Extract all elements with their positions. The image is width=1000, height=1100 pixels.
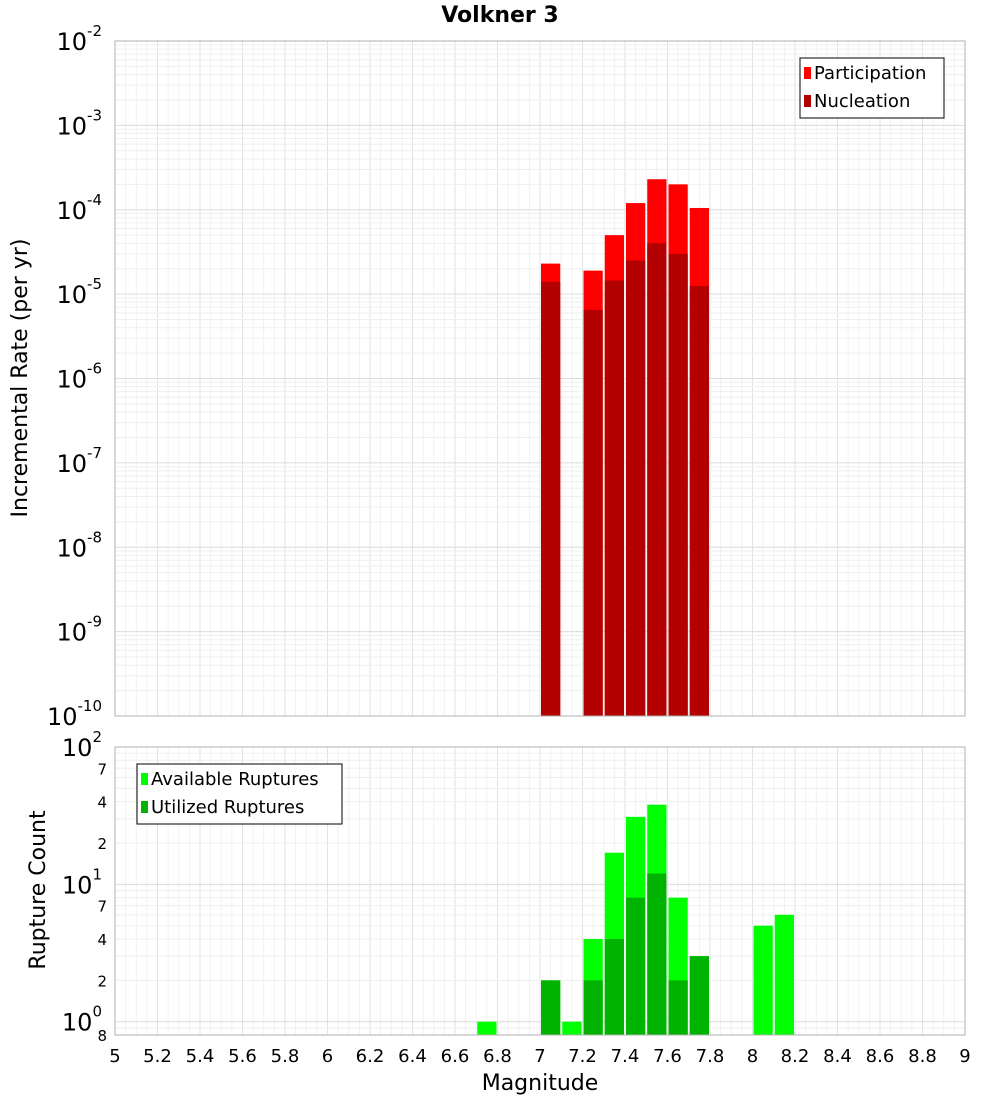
bar-utilized-ruptures (541, 980, 561, 1035)
bar-utilized-ruptures (583, 980, 603, 1035)
x-axis-label: Magnitude (482, 1071, 599, 1096)
top-y-axis-label: Incremental Rate (per yr) (8, 239, 33, 518)
y-minor-tick-label: 2 (97, 835, 107, 853)
bar-utilized-ruptures (604, 939, 624, 1035)
x-tick-label: 7 (534, 1046, 545, 1067)
legend-label: Participation (814, 63, 926, 84)
x-tick-label: 7.4 (611, 1046, 640, 1067)
x-tick-label: 6 (322, 1046, 333, 1067)
legend-label: Utilized Ruptures (151, 797, 304, 818)
bar-utilized-ruptures (626, 897, 646, 1035)
bar-nucleation (647, 243, 667, 717)
bar-utilized-ruptures (689, 956, 709, 1035)
bar-available-ruptures (562, 1021, 582, 1035)
legend-box (136, 763, 343, 825)
x-tick-label: 5.4 (186, 1046, 215, 1067)
y-tick-label: 10-7 (56, 444, 102, 478)
x-tick-label: 9 (959, 1046, 970, 1067)
y-tick-label: 10-3 (56, 106, 102, 140)
x-tick-label: 6.6 (441, 1046, 470, 1067)
y-tick-label: 10-6 (56, 360, 102, 394)
bar-available-ruptures (774, 914, 794, 1035)
x-tick-label: 5.6 (228, 1046, 257, 1067)
chart-title: Volkner 3 (441, 3, 559, 28)
y-minor-tick-label: 4 (97, 794, 107, 812)
y-tick-label: 102 (62, 728, 102, 762)
y-tick-label: 101 (62, 865, 102, 899)
y-minor-tick-label: 4 (97, 931, 107, 949)
x-tick-label: 6.4 (398, 1046, 427, 1067)
plot-frame (114, 746, 966, 1036)
y-minor-tick-label: 2 (97, 972, 107, 990)
x-tick-label: 8.2 (781, 1046, 810, 1067)
x-tick-label: 5.2 (143, 1046, 172, 1067)
legend-label: Nucleation (814, 91, 910, 112)
bar-available-ruptures (753, 925, 773, 1035)
bar-nucleation (626, 260, 646, 716)
x-tick-label: 6.2 (356, 1046, 385, 1067)
y-tick-label: 10-5 (56, 275, 102, 309)
bar-utilized-ruptures (647, 873, 667, 1035)
bar-available-ruptures (477, 1021, 497, 1035)
x-tick-label: 8.6 (866, 1046, 895, 1067)
plot-frame (114, 40, 966, 717)
bar-nucleation (668, 253, 688, 716)
x-tick-label: 5 (109, 1046, 120, 1067)
x-tick-label: 7.8 (696, 1046, 725, 1067)
bar-nucleation (604, 280, 624, 716)
bar-nucleation (689, 285, 709, 716)
x-tick-label: 5.8 (271, 1046, 300, 1067)
legend-label: Available Ruptures (151, 769, 319, 790)
legend-swatch (804, 95, 811, 107)
legend-swatch (141, 773, 148, 785)
y-minor-tick-label: 7 (97, 760, 107, 778)
y-tick-label: 10-4 (56, 191, 102, 225)
bar-nucleation (541, 281, 561, 716)
x-tick-label: 8.4 (823, 1046, 852, 1067)
y-tick-label: 10-8 (56, 528, 102, 562)
bottom-y-axis-label: Rupture Count (26, 810, 51, 970)
bar-nucleation (583, 309, 603, 716)
x-tick-label: 8 (747, 1046, 758, 1067)
top-plot: 10-2 10-3 10-4 10-5 10-6 10-7 10-8 10-9 10-10 Par… (47, 22, 966, 731)
x-tick-label: 8.8 (908, 1046, 937, 1067)
legend-swatch (804, 67, 811, 79)
y-minor-tick-label: 7 (97, 898, 107, 916)
x-tick-label: 6.8 (483, 1046, 512, 1067)
bar-utilized-ruptures (668, 980, 688, 1035)
y-tick-label: 100 (62, 1003, 102, 1037)
y-tick-label: 10-2 (56, 22, 102, 56)
y-minor-tick-label: 8 (97, 1027, 107, 1045)
x-tick-label: 7.2 (568, 1046, 597, 1067)
x-tick-label: 7.6 (653, 1046, 682, 1067)
legend-swatch (141, 801, 148, 813)
legend-box (799, 57, 945, 119)
y-tick-label: 10-9 (56, 613, 102, 647)
y-tick-label: 10-10 (47, 697, 102, 731)
